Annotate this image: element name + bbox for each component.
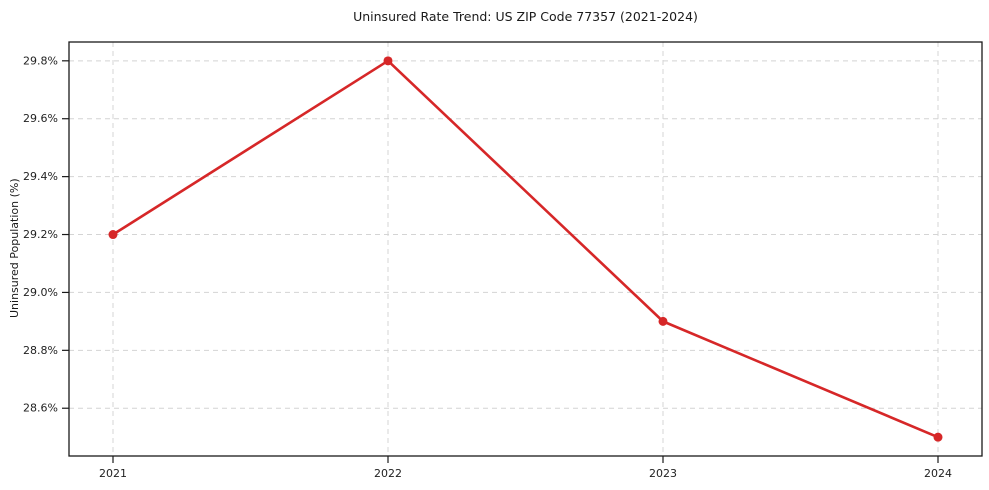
y-tick-label: 29.8% — [23, 54, 58, 67]
data-point-marker — [933, 432, 943, 442]
y-tick-label: 28.8% — [23, 344, 58, 357]
y-tick-label: 29.2% — [23, 228, 58, 241]
trend-line — [111, 59, 940, 439]
data-point-marker — [108, 230, 118, 240]
data-point-marker — [658, 316, 668, 326]
chart-title: Uninsured Rate Trend: US ZIP Code 77357 … — [353, 9, 698, 24]
x-tick-label: 2023 — [649, 467, 677, 480]
data-point-marker — [383, 56, 393, 66]
y-tick-label: 29.0% — [23, 286, 58, 299]
y-tick-label: 29.4% — [23, 170, 58, 183]
plot-border — [68, 41, 983, 457]
y-tick-label: 28.6% — [23, 402, 58, 415]
x-tick-label: 2022 — [374, 467, 402, 480]
x-tick-label: 2021 — [99, 467, 127, 480]
x-tick-label: 2024 — [924, 467, 952, 480]
y-tick-label: 29.6% — [23, 112, 58, 125]
